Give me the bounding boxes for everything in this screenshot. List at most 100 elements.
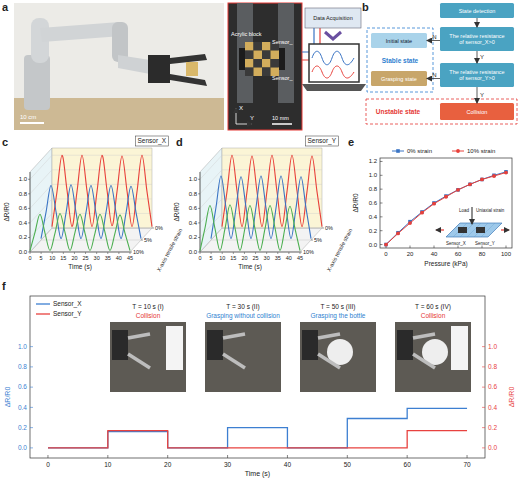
tick-label: 0.8 <box>18 363 27 370</box>
tick <box>52 252 53 254</box>
tick-label: 40 <box>116 255 122 261</box>
tick-label: 0.6 <box>488 383 497 390</box>
tick <box>482 427 485 428</box>
chart-title: Sensor_Y <box>307 137 336 145</box>
tick-label: 0% <box>325 225 333 231</box>
photo <box>300 322 376 392</box>
tick-label: 5 <box>40 255 43 261</box>
tick <box>380 216 383 217</box>
scale-bar <box>20 122 44 124</box>
tick <box>227 455 228 458</box>
plot-frame <box>30 296 485 458</box>
tick <box>311 240 313 241</box>
gripper <box>302 330 318 360</box>
series-baseline <box>211 240 311 241</box>
line-chart: 0102030405060700.00.20.40.60.81.00.00.20… <box>4 296 515 478</box>
series-baseline <box>52 228 152 229</box>
edge-label: Y <box>480 54 484 60</box>
marker <box>432 201 436 205</box>
axis-title: Time (s) <box>245 470 270 478</box>
tick-label: 0.4 <box>18 404 27 411</box>
axis-title: Time (s) <box>68 263 92 271</box>
finger <box>223 334 245 338</box>
marker <box>492 174 496 178</box>
marker <box>492 174 496 178</box>
tick <box>130 252 132 253</box>
tick <box>300 252 301 254</box>
photo-bg <box>14 3 224 130</box>
tick <box>380 203 383 204</box>
panel-label: f <box>2 280 6 292</box>
tick-label: 45 <box>127 255 133 261</box>
scale-bar <box>272 123 292 125</box>
axis-title: X-axis tensile strain <box>156 228 184 273</box>
marker <box>456 188 460 192</box>
axis-label: Y <box>250 115 254 121</box>
acrylic-block <box>271 59 280 68</box>
tick <box>266 252 267 254</box>
annotation-label: T = 10 s (I) <box>132 303 164 311</box>
gripper <box>397 330 413 360</box>
panel-label: e <box>348 136 354 148</box>
marker <box>444 195 448 199</box>
tick-label: 60 <box>404 461 412 468</box>
photo-robot: 10 cm <box>14 3 224 130</box>
legend-marker <box>456 149 460 153</box>
laptop-screen <box>309 44 359 82</box>
tick-label: 40 <box>286 255 292 261</box>
tick <box>107 455 108 458</box>
tick <box>506 246 507 249</box>
acrylic-block <box>271 51 280 60</box>
tick-label: 0.8 <box>19 191 28 197</box>
scale-label: 10 cm <box>20 114 36 120</box>
sensor <box>279 48 285 70</box>
axis-title: ΔR/R0 <box>352 193 359 213</box>
acrylic-block <box>254 59 263 68</box>
tick-label: 0.4 <box>189 220 198 226</box>
daq-label: Data Acquisition <box>313 15 352 21</box>
tick-label: 20 <box>71 255 77 261</box>
tick-label: 0 <box>384 251 388 257</box>
inset-label: Load <box>459 208 470 213</box>
tick <box>380 161 383 162</box>
photo <box>395 322 471 392</box>
tick <box>30 346 33 347</box>
legend-marker <box>396 149 400 153</box>
annotation-state: Grasping the bottle <box>311 312 366 320</box>
series-line <box>30 213 130 250</box>
inset-schematic: LoadUniaxial strainSensor_XSensor_Y <box>436 207 509 246</box>
tick-label: 40 <box>431 251 438 257</box>
acrylic-block <box>262 59 271 68</box>
tick-label: 25 <box>252 255 258 261</box>
tick-label: 0.0 <box>488 444 497 451</box>
sensor-plate <box>446 223 502 237</box>
axis-label: X <box>239 105 243 111</box>
flow-edge <box>477 18 478 27</box>
tick-label: 70 <box>463 461 471 468</box>
robot-base <box>24 55 50 110</box>
group-label: Unstable state <box>376 108 421 115</box>
inset-label: Sensor_ <box>272 75 293 81</box>
photo-bg <box>300 322 376 392</box>
tick <box>152 228 154 229</box>
marker <box>408 221 412 225</box>
tick-label: 0.6 <box>19 205 28 211</box>
tick-label: 10% <box>133 249 144 255</box>
tick-label: 1.0 <box>18 343 27 350</box>
tick <box>467 455 468 458</box>
legend-label: Sensor_Y <box>53 310 82 318</box>
flow-node <box>440 103 514 120</box>
tick-label: 5 <box>210 255 213 261</box>
title-box <box>305 136 338 146</box>
node-label: Collision <box>467 109 488 115</box>
axis-arrow <box>236 108 237 124</box>
annotation-label: T = 30 s (II) <box>226 303 259 311</box>
marker <box>456 188 460 192</box>
tick-label: 0 <box>28 255 31 261</box>
axis-title: ΔR/R0 <box>4 387 11 408</box>
laptop-base <box>302 84 366 91</box>
tick-label: 20 <box>164 461 172 468</box>
tick <box>300 252 302 253</box>
tick <box>30 366 33 367</box>
tick-label: 0.2 <box>18 424 27 431</box>
